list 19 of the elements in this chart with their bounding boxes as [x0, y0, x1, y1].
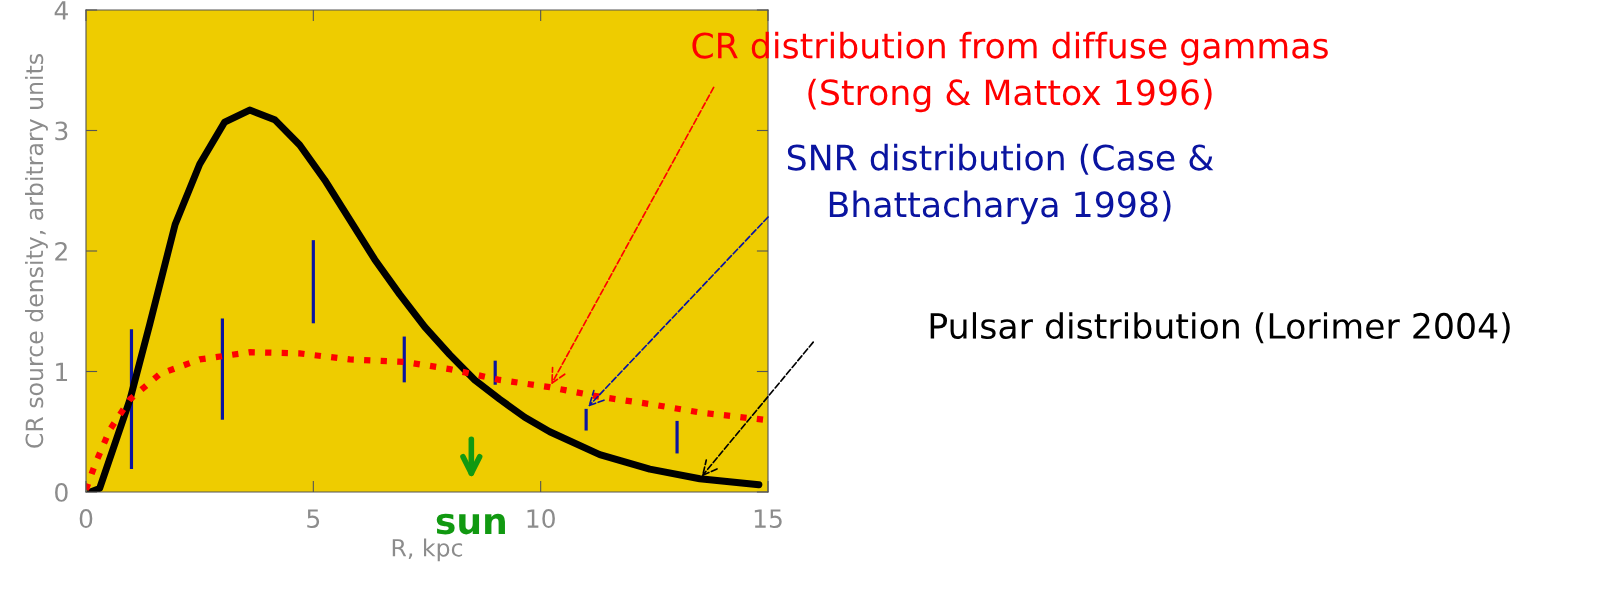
x-axis-title: R, kpc — [392, 538, 463, 562]
x-tick-label: 10 — [527, 509, 555, 529]
y-tick-label: 0 — [55, 482, 68, 502]
text: SNR distribution (Case & Bhattacharya 1998) — [787, 143, 1214, 225]
bar — [311, 240, 315, 324]
x-tick-label: 0 — [79, 509, 93, 529]
bar — [675, 420, 679, 454]
bar — [220, 318, 224, 420]
x-tick-label: 15 — [754, 509, 782, 529]
y-axis-title: CR source density, arbitrary units — [25, 54, 48, 448]
text: sun — [436, 513, 505, 535]
y-tick-label: 3 — [55, 121, 68, 141]
text: Pulsar distribution (Lorimer 2004) — [930, 312, 1510, 344]
y-tick-label: 1 — [56, 362, 68, 381]
y-tick-label: 4 — [54, 1, 68, 20]
bar — [584, 408, 588, 431]
y-tick-label: 2 — [55, 241, 67, 261]
x-tick-label: 5 — [307, 509, 320, 529]
bar — [402, 336, 406, 383]
